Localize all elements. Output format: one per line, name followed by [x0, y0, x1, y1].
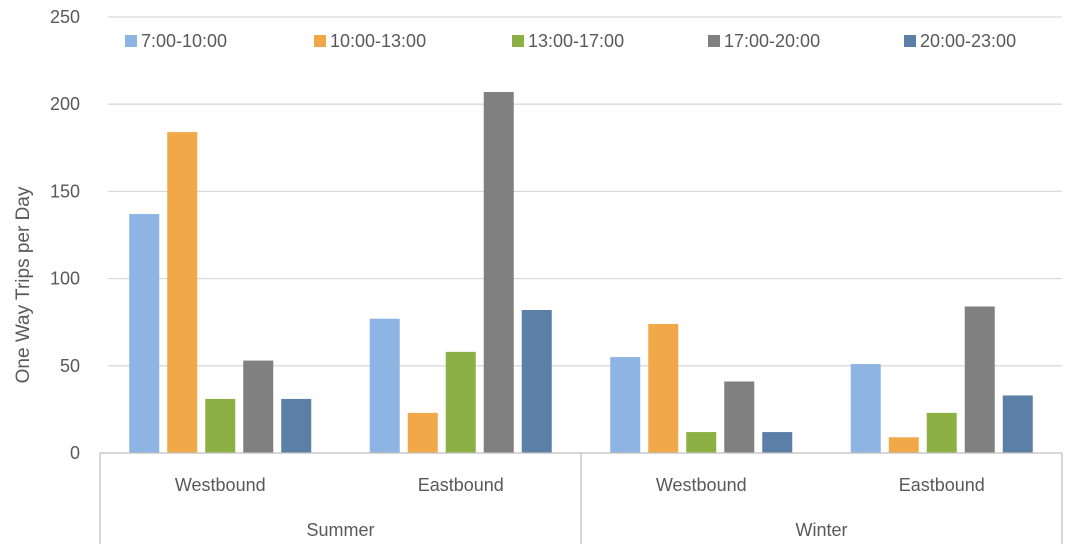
x-tick-label: Eastbound: [418, 475, 504, 495]
y-tick-label: 200: [50, 94, 80, 114]
bar-7:00-10:00-Westbound: [610, 357, 641, 453]
bar-10:00-13:00-Westbound: [648, 323, 679, 453]
x-tick-label: Eastbound: [899, 475, 985, 495]
bar-13:00-17:00-Eastbound: [445, 351, 476, 453]
group-label: Summer: [306, 520, 374, 540]
bar-13:00-17:00-Westbound: [686, 432, 717, 453]
legend-swatch: [512, 35, 524, 47]
bar-17:00-20:00-Eastbound: [964, 306, 995, 453]
legend: 7:00-10:00 10:00-13:00 13:00-17:00 17:00-20…: [125, 31, 1016, 51]
bar-13:00-17:00-Westbound: [205, 398, 236, 453]
legend-label: 17:00-20:00: [724, 31, 820, 51]
bar-17:00-20:00-Westbound: [724, 381, 755, 453]
bar-7:00-10:00-Westbound: [129, 214, 160, 453]
legend-label: 10:00-13:00: [330, 31, 426, 51]
bar-20:00-23:00-Eastbound: [521, 309, 552, 453]
legend-item: 13:00-17:00: [512, 31, 624, 51]
bar-17:00-20:00-Eastbound: [483, 91, 514, 453]
legend-item: 17:00-20:00: [708, 31, 820, 51]
bar-13:00-17:00-Eastbound: [926, 412, 957, 453]
bar-10:00-13:00-Eastbound: [407, 412, 438, 453]
axes: [99, 452, 1063, 544]
legend-item: 20:00-23:00: [904, 31, 1016, 51]
bars: [129, 91, 1033, 453]
y-tick-label: 250: [50, 7, 80, 27]
y-tick-label: 0: [70, 443, 80, 463]
legend-label: 7:00-10:00: [141, 31, 227, 51]
bar-7:00-10:00-Eastbound: [850, 364, 881, 453]
bar-17:00-20:00-Westbound: [243, 360, 274, 453]
legend-label: 20:00-23:00: [920, 31, 1016, 51]
bar-10:00-13:00-Westbound: [167, 132, 198, 453]
group-label: Winter: [795, 520, 847, 540]
legend-item: 7:00-10:00: [125, 31, 227, 51]
y-tick-label: 150: [50, 181, 80, 201]
bar-20:00-23:00-Eastbound: [1002, 395, 1033, 453]
x-tick-label: Westbound: [656, 475, 747, 495]
x-tick-labels: Westbound Eastbound Westbound Eastbound Summ…: [175, 475, 985, 540]
y-tick-label: 50: [60, 356, 80, 376]
bar-7:00-10:00-Eastbound: [369, 318, 400, 453]
gridlines: [108, 16, 1062, 367]
y-tick-label: 100: [50, 269, 80, 289]
bar-20:00-23:00-Westbound: [762, 432, 793, 453]
legend-swatch: [125, 35, 137, 47]
x-tick-label: Westbound: [175, 475, 266, 495]
y-tick-labels: 0 50 100 150 200 250: [50, 7, 80, 463]
bar-20:00-23:00-Westbound: [281, 398, 312, 453]
bar-10:00-13:00-Eastbound: [888, 437, 919, 453]
y-axis-label: One Way Trips per Day: [13, 186, 34, 383]
legend-item: 10:00-13:00: [314, 31, 426, 51]
legend-swatch: [314, 35, 326, 47]
legend-swatch: [708, 35, 720, 47]
legend-swatch: [904, 35, 916, 47]
legend-label: 13:00-17:00: [528, 31, 624, 51]
